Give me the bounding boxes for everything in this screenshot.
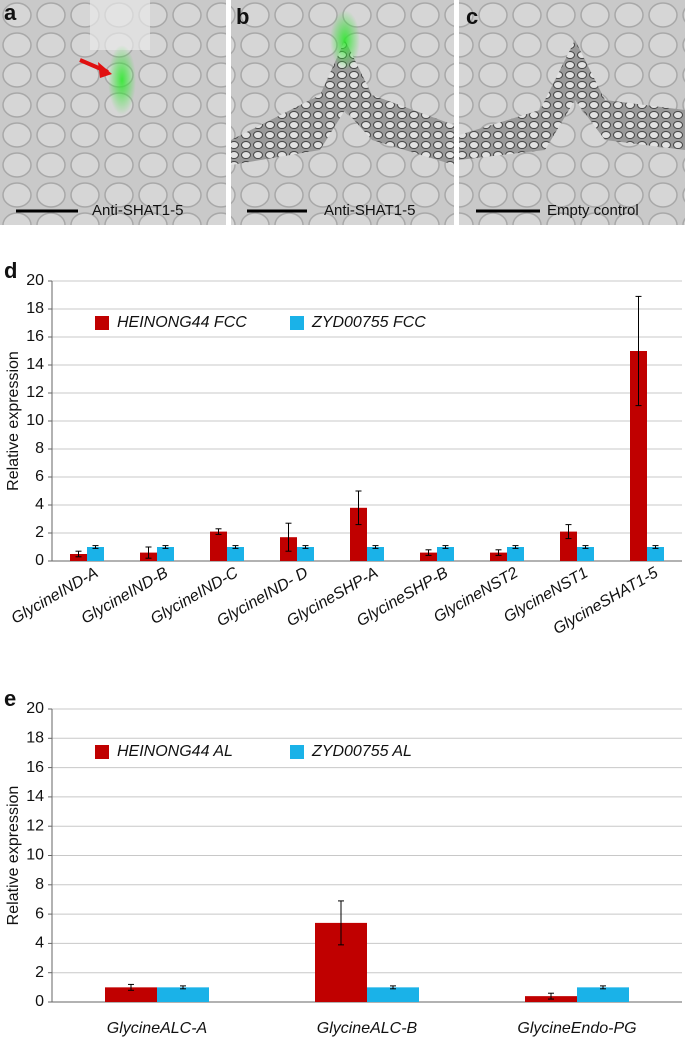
panel-label: a: [4, 0, 17, 25]
bar: [577, 987, 629, 1002]
y-tick-label: 14: [26, 356, 44, 373]
bar: [437, 547, 454, 561]
error-bar: [302, 545, 309, 549]
y-tick-label: 4: [35, 935, 44, 952]
error-bar: [582, 545, 589, 549]
y-tick-label: 16: [26, 759, 44, 776]
bar: [350, 507, 367, 561]
error-bar: [285, 522, 292, 552]
bar: [367, 987, 419, 1002]
error-bar: [162, 545, 169, 549]
bar: [507, 547, 524, 561]
x-tick-label: GlycineEndo-PG: [517, 1020, 636, 1037]
micrograph-caption: Anti-SHAT1-5: [324, 202, 415, 219]
error-bar: [180, 985, 186, 990]
y-tick-label: 12: [26, 384, 44, 401]
bar: [157, 547, 174, 561]
error-bar: [128, 983, 134, 991]
y-axis-label: Relative expression: [5, 786, 22, 926]
y-tick-label: 4: [35, 496, 44, 513]
y-tick-label: 8: [35, 876, 44, 893]
y-tick-label: 8: [35, 440, 44, 457]
bar: [420, 552, 437, 561]
error-bar: [442, 545, 449, 549]
y-tick-label: 14: [26, 788, 44, 805]
bar: [630, 351, 647, 561]
panel-label: b: [236, 4, 249, 29]
error-bar: [372, 545, 379, 549]
legend-label: HEINONG44 FCC: [117, 314, 247, 331]
bar: [157, 987, 209, 1002]
error-bar: [495, 549, 502, 556]
error-bar: [145, 546, 152, 559]
error-bar: [355, 490, 362, 526]
bar: [560, 531, 577, 561]
y-tick-label: 10: [26, 412, 44, 429]
panel-label: e: [4, 686, 16, 711]
micrograph-caption: Anti-SHAT1-5: [92, 202, 183, 219]
error-bar: [390, 985, 396, 990]
error-bar: [215, 528, 222, 535]
bar: [367, 547, 384, 561]
legend-label: ZYD00755 FCC: [311, 314, 426, 331]
error-bar: [338, 900, 344, 946]
error-bar: [600, 985, 606, 990]
bar: [87, 547, 104, 561]
legend-label: HEINONG44 AL: [117, 743, 233, 760]
error-bar: [635, 295, 642, 407]
panel-label: d: [4, 258, 17, 283]
bar: [577, 547, 594, 561]
y-tick-label: 18: [26, 300, 44, 317]
error-bar: [565, 524, 572, 540]
bar: [227, 547, 244, 561]
error-bar: [75, 550, 82, 558]
y-tick-label: 0: [35, 552, 44, 569]
bar: [210, 531, 227, 561]
error-bar: [232, 545, 239, 549]
bar: [647, 547, 664, 561]
y-tick-label: 0: [35, 993, 44, 1010]
y-tick-label: 20: [26, 272, 44, 289]
legend-swatch: [95, 316, 109, 330]
error-bar: [512, 545, 519, 549]
y-tick-label: 2: [35, 964, 44, 981]
error-bar: [92, 545, 99, 549]
micrograph-b: [231, 0, 454, 225]
y-tick-label: 18: [26, 730, 44, 747]
y-tick-label: 20: [26, 700, 44, 717]
micrograph-c: [459, 0, 685, 225]
x-tick-label: GlycineALC-B: [317, 1020, 418, 1037]
bar: [70, 554, 87, 561]
panel-label: c: [466, 4, 478, 29]
y-tick-label: 6: [35, 905, 44, 922]
bar: [105, 987, 157, 1002]
y-tick-label: 6: [35, 468, 44, 485]
error-bar: [425, 549, 432, 556]
error-bar: [652, 545, 659, 549]
micrograph-a: [0, 0, 226, 225]
legend-swatch: [95, 745, 109, 759]
y-axis-label: Relative expression: [5, 351, 22, 491]
legend-label: ZYD00755 AL: [311, 743, 412, 760]
x-tick-label: GlycineALC-A: [107, 1020, 207, 1037]
y-tick-label: 16: [26, 328, 44, 345]
bar: [490, 552, 507, 561]
legend-swatch: [290, 316, 304, 330]
micrograph-caption: Empty control: [547, 202, 639, 219]
legend-swatch: [290, 745, 304, 759]
y-tick-label: 10: [26, 847, 44, 864]
y-tick-label: 2: [35, 524, 44, 541]
bar: [297, 547, 314, 561]
error-bar: [548, 992, 554, 1000]
y-tick-label: 12: [26, 817, 44, 834]
